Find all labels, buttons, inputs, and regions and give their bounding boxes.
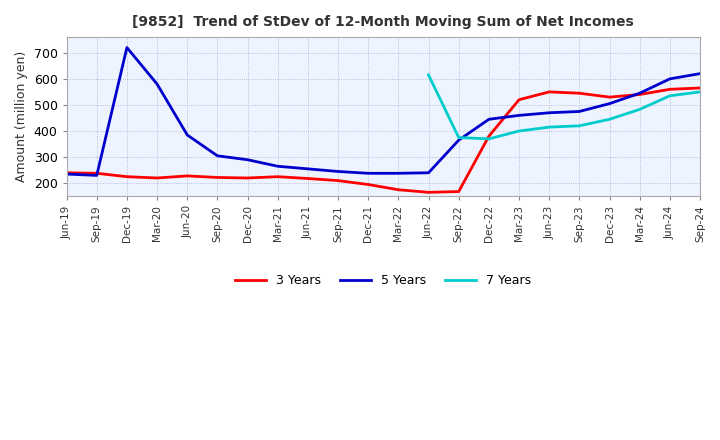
3 Years	[635, 92, 644, 97]
7 Years	[665, 93, 674, 99]
5 Years	[122, 45, 131, 50]
5 Years	[454, 138, 463, 143]
3 Years	[274, 174, 282, 180]
5 Years	[92, 173, 101, 178]
3 Years	[364, 182, 372, 187]
5 Years	[515, 113, 523, 118]
7 Years	[485, 136, 493, 142]
Title: [9852]  Trend of StDev of 12-Month Moving Sum of Net Incomes: [9852] Trend of StDev of 12-Month Moving…	[132, 15, 634, 29]
5 Years	[334, 169, 343, 174]
5 Years	[424, 170, 433, 176]
3 Years	[92, 171, 101, 176]
5 Years	[274, 164, 282, 169]
5 Years	[213, 153, 222, 158]
7 Years	[575, 123, 584, 128]
5 Years	[635, 91, 644, 96]
Line: 3 Years: 3 Years	[66, 88, 700, 192]
3 Years	[153, 176, 161, 181]
7 Years	[606, 117, 614, 122]
3 Years	[394, 187, 402, 192]
3 Years	[665, 87, 674, 92]
5 Years	[696, 71, 704, 76]
7 Years	[454, 135, 463, 140]
Y-axis label: Amount (million yen): Amount (million yen)	[15, 51, 28, 182]
7 Years	[515, 128, 523, 134]
3 Years	[606, 95, 614, 100]
Line: 5 Years: 5 Years	[66, 48, 700, 176]
5 Years	[394, 171, 402, 176]
3 Years	[485, 134, 493, 139]
3 Years	[213, 175, 222, 180]
3 Years	[515, 97, 523, 103]
3 Years	[424, 190, 433, 195]
3 Years	[545, 89, 554, 95]
Line: 7 Years: 7 Years	[428, 75, 700, 139]
5 Years	[183, 132, 192, 138]
7 Years	[635, 107, 644, 112]
3 Years	[183, 173, 192, 179]
3 Years	[696, 85, 704, 91]
5 Years	[545, 110, 554, 115]
5 Years	[243, 157, 252, 162]
3 Years	[122, 174, 131, 180]
3 Years	[304, 176, 312, 181]
5 Years	[606, 101, 614, 106]
Legend: 3 Years, 5 Years, 7 Years: 3 Years, 5 Years, 7 Years	[230, 269, 536, 292]
5 Years	[364, 171, 372, 176]
5 Years	[153, 81, 161, 87]
3 Years	[243, 176, 252, 181]
3 Years	[454, 189, 463, 194]
5 Years	[665, 76, 674, 81]
7 Years	[424, 72, 433, 77]
5 Years	[485, 117, 493, 122]
7 Years	[696, 89, 704, 95]
5 Years	[62, 172, 71, 177]
5 Years	[575, 109, 584, 114]
3 Years	[575, 91, 584, 96]
5 Years	[304, 166, 312, 172]
3 Years	[62, 170, 71, 176]
7 Years	[545, 125, 554, 130]
3 Years	[334, 178, 343, 183]
